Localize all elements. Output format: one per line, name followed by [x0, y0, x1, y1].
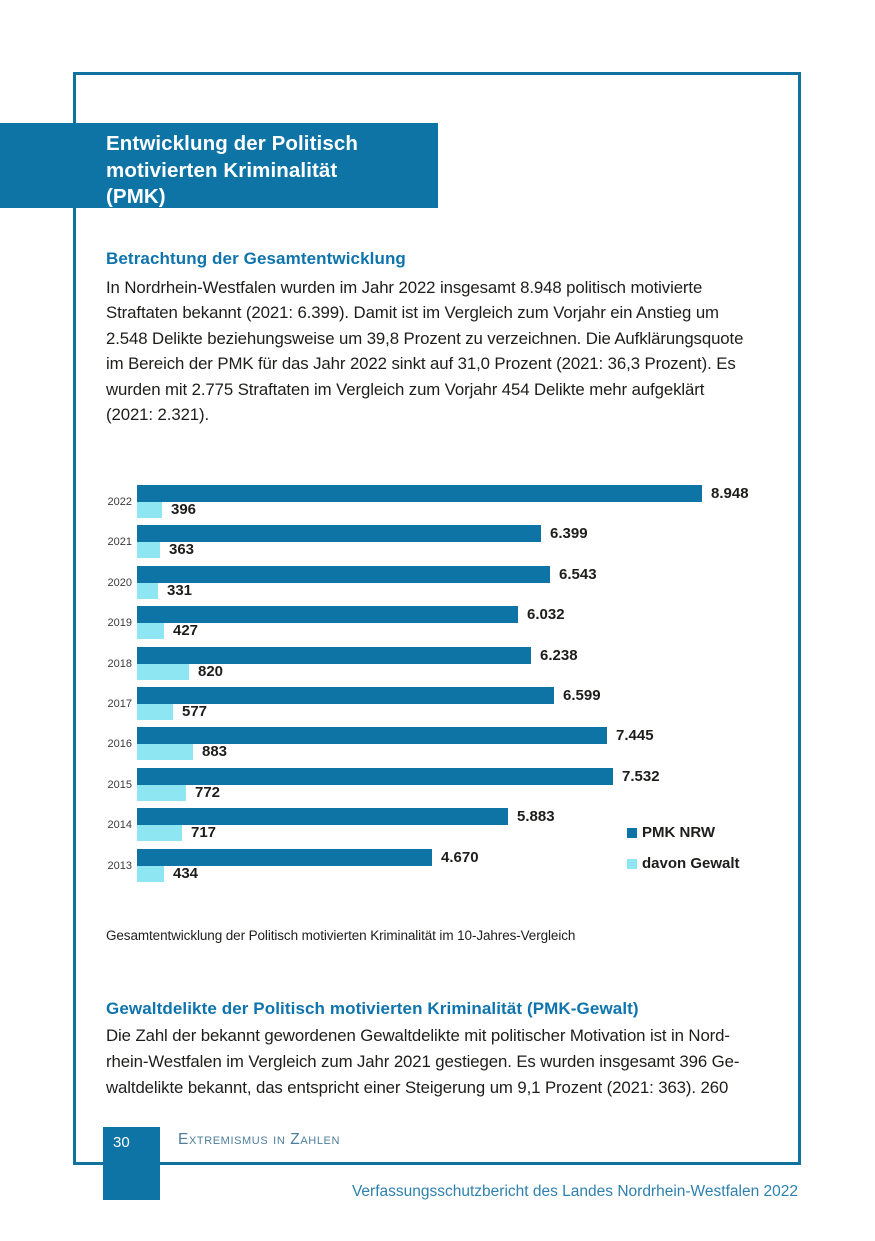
bar-value-davon-gewalt: 717 — [191, 824, 217, 841]
bar-davon-gewalt — [137, 542, 160, 558]
year-tick-label: 2015 — [107, 779, 132, 791]
bar-value-davon-gewalt: 883 — [202, 743, 228, 760]
bar-pmk-nrw — [137, 525, 541, 542]
bar-pmk-nrw — [137, 768, 613, 785]
bar-value-davon-gewalt: 577 — [182, 703, 208, 720]
year-tick-label: 2013 — [107, 860, 132, 872]
chapter-title: Entwicklung der Politisch motivierten Kr… — [106, 132, 358, 208]
bar-value-pmk-nrw: 7.445 — [616, 727, 654, 744]
bar-value-pmk-nrw: 4.670 — [441, 849, 479, 866]
bar-davon-gewalt — [137, 744, 193, 760]
bar-davon-gewalt — [137, 785, 186, 801]
year-tick-label: 2016 — [107, 738, 132, 750]
bar-davon-gewalt — [137, 502, 162, 518]
year-tick-label: 2017 — [107, 698, 132, 710]
year-tick-label: 2020 — [107, 577, 132, 589]
bar-value-davon-gewalt: 434 — [173, 865, 199, 882]
pmk-bar-chart: 2022 8.948 396 2021 6.399 363 2020 6.543 331 2019… — [106, 485, 800, 889]
legend-label: davon Gewalt — [642, 855, 740, 872]
bar-pmk-nrw — [137, 849, 432, 866]
section-heading-gesamtentwicklung: Betrachtung der Gesamtentwicklung — [106, 249, 406, 268]
page-number: 30 — [113, 1134, 130, 1151]
bar-pmk-nrw — [137, 727, 607, 744]
chapter-title-banner: Entwicklung der Politisch motivierten Kr… — [0, 123, 438, 208]
bar-pmk-nrw — [137, 687, 554, 704]
bar-value-pmk-nrw: 5.883 — [517, 808, 555, 825]
bar-davon-gewalt — [137, 583, 158, 599]
bar-pmk-nrw — [137, 647, 531, 664]
legend-swatch-icon — [627, 859, 637, 869]
legend-label: PMK NRW — [642, 824, 716, 841]
bar-pmk-nrw — [137, 606, 518, 623]
footer-report-title: Verfassungsschutzbericht des Landes Nord… — [351, 1183, 798, 1200]
year-tick-label: 2019 — [107, 617, 132, 629]
bar-pmk-nrw — [137, 566, 550, 583]
bar-value-pmk-nrw: 6.032 — [527, 606, 565, 623]
year-tick-label: 2021 — [107, 536, 132, 548]
legend-swatch-icon — [627, 828, 637, 838]
section-heading-gewaltdelikte: Gewaltdelikte der Politisch motivierten … — [106, 999, 639, 1018]
bar-value-davon-gewalt: 331 — [167, 582, 193, 599]
year-tick-label: 2018 — [107, 658, 132, 670]
bar-value-davon-gewalt: 427 — [173, 622, 199, 639]
bar-value-pmk-nrw: 6.238 — [540, 647, 578, 664]
bar-davon-gewalt — [137, 866, 164, 882]
bar-davon-gewalt — [137, 825, 182, 841]
bar-davon-gewalt — [137, 704, 173, 720]
bar-davon-gewalt — [137, 623, 164, 639]
year-tick-label: 2014 — [107, 819, 132, 831]
bar-value-davon-gewalt: 772 — [195, 784, 221, 801]
bar-value-davon-gewalt: 396 — [171, 501, 197, 518]
bar-pmk-nrw — [137, 485, 702, 502]
page-number-box: 30 — [103, 1127, 160, 1200]
bar-pmk-nrw — [137, 808, 508, 825]
bar-value-pmk-nrw: 6.599 — [563, 687, 601, 704]
bar-value-pmk-nrw: 8.948 — [711, 485, 749, 502]
year-tick-label: 2022 — [107, 496, 132, 508]
body-paragraph-gewaltdelikte: Die Zahl der bekannt gewordenen Gewaltde… — [106, 1026, 740, 1097]
bar-davon-gewalt — [137, 664, 189, 680]
bar-value-pmk-nrw: 6.399 — [550, 525, 588, 542]
bar-value-davon-gewalt: 363 — [169, 541, 195, 558]
body-paragraph-gesamtentwicklung: In Nordrhein-Westfalen wurden im Jahr 20… — [106, 278, 744, 425]
bar-value-pmk-nrw: 6.543 — [559, 566, 597, 583]
bar-value-davon-gewalt: 820 — [198, 663, 224, 680]
bar-value-pmk-nrw: 7.532 — [622, 768, 660, 785]
footer-chapter-label: Extremismus in Zahlen — [178, 1131, 341, 1148]
chart-caption: Gesamtentwicklung der Politisch motivier… — [106, 928, 576, 943]
